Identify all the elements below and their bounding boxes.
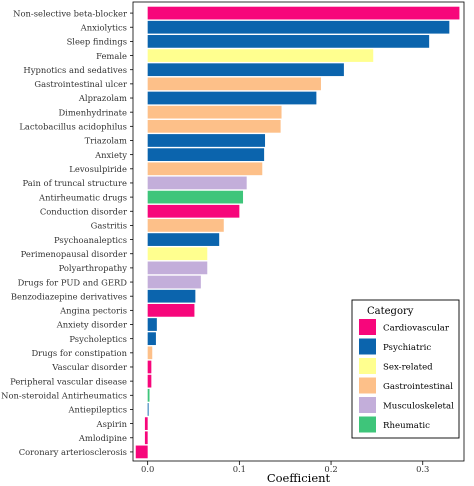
y-tick-label: Hypnotics and sedatives — [23, 65, 127, 75]
bar — [135, 445, 148, 459]
bar — [147, 332, 156, 346]
legend-swatch — [359, 416, 376, 433]
legend-label: Gastrointestinal — [383, 382, 453, 392]
legend-entries: Cardiovascular Psychiatric Sex-related Gast… — [359, 319, 454, 433]
y-tick-label: Psycholeptics — [69, 334, 127, 344]
y-tick-label: Benzodiazepine derivatives — [11, 291, 127, 301]
bar — [144, 417, 148, 430]
bar — [147, 388, 150, 402]
bar — [147, 20, 450, 34]
plot-frame — [132, 1, 465, 462]
bar — [147, 360, 152, 374]
bar — [147, 247, 208, 261]
y-tick-label: Drugs for PUD and GERD — [18, 277, 128, 287]
bar — [147, 403, 149, 416]
bar — [147, 233, 220, 246]
y-tick-label: Anxiolytics — [80, 22, 127, 32]
bar — [147, 6, 460, 20]
y-tick-label: Anxiety disorder — [56, 320, 127, 330]
x-tick-label: 0.0 — [141, 464, 154, 474]
y-tick-label: Vascular disorder — [51, 362, 127, 372]
y-tick-label: Lactobacillus acidophilus — [19, 122, 127, 132]
bar — [147, 63, 344, 77]
y-tick-label: Female — [96, 51, 127, 61]
y-tick-label: Anxiety — [94, 150, 127, 160]
x-tick-label: 0.2 — [324, 464, 337, 474]
x-tick-label: 0.1 — [233, 464, 246, 474]
y-tick-label: Non-steroidal Antirheumatics — [1, 391, 127, 401]
y-tick-label: Coronary arteriosclerosis — [19, 447, 127, 457]
bar — [147, 119, 281, 133]
legend-label: Cardiovascular — [383, 324, 450, 334]
bar — [147, 91, 317, 105]
bar — [147, 261, 208, 275]
y-tick-label: Levosulpiride — [69, 164, 127, 174]
bar — [147, 318, 157, 331]
bar — [147, 303, 195, 317]
bar — [147, 35, 430, 48]
y-tick-label: Polyarthropathy — [59, 263, 128, 273]
y-tick-label: Alprazolam — [78, 93, 127, 103]
legend: Category Cardiovascular Psychiatric Sex-re… — [351, 299, 460, 439]
bar — [147, 346, 153, 360]
x-axis: 0.0 0.1 0.2 0.3 — [141, 461, 429, 474]
bars-layer — [135, 6, 460, 459]
bar — [147, 275, 201, 289]
bar — [147, 289, 196, 303]
y-tick-label: Sleep findings — [67, 37, 127, 47]
bar — [147, 204, 240, 218]
bar — [147, 105, 282, 119]
x-tick-label: 0.3 — [416, 464, 429, 474]
bar — [147, 134, 266, 147]
legend-swatch — [359, 377, 376, 394]
bar — [147, 49, 374, 62]
y-tick-label: Dimenhydrinate — [58, 107, 127, 117]
bar — [147, 162, 263, 176]
x-axis-title: Coefficient — [267, 471, 331, 485]
bar — [147, 176, 247, 190]
legend-label: Psychiatric — [383, 343, 431, 353]
y-tick-label: Peripheral vascular disease — [10, 376, 127, 386]
legend-label: Rheumatic — [383, 421, 430, 431]
y-tick-label: Amlodipine — [78, 433, 127, 443]
bar — [147, 77, 321, 91]
y-tick-label: Antirheumatic drugs — [38, 192, 127, 202]
y-tick-label: Aspirin — [96, 419, 128, 429]
legend-swatch — [359, 358, 376, 374]
bar — [144, 431, 148, 445]
y-tick-label: Psychoanaleptics — [54, 235, 127, 245]
bar — [147, 148, 265, 162]
legend-swatch — [359, 397, 376, 413]
legend-label: Musculoskeletal — [383, 402, 454, 412]
bar — [147, 374, 152, 388]
legend-swatch — [359, 319, 376, 335]
y-tick-label: Drugs for constipation — [31, 348, 127, 358]
bar — [147, 190, 244, 204]
y-tick-label: Pain of truncal structure — [23, 178, 127, 188]
y-tick-label: Antiepileptics — [67, 405, 127, 415]
y-tick-label: Gastritis — [91, 221, 127, 231]
legend-title: Category — [367, 306, 414, 317]
y-tick-label: Perimenopausal disorder — [21, 249, 127, 259]
y-tick-label: Gastrointestinal ulcer — [34, 79, 127, 89]
bar — [147, 219, 224, 232]
y-tick-label: Triazolam — [85, 136, 127, 146]
legend-label: Sex-related — [383, 363, 433, 373]
y-tick-label: Conduction disorder — [40, 206, 127, 216]
y-axis-labels: Non-selective beta-blocker Anxiolytics Sle… — [1, 8, 133, 457]
legend-swatch — [359, 338, 376, 355]
y-tick-label: Non-selective beta-blocker — [13, 8, 127, 18]
y-tick-label: Angina pectoris — [59, 306, 127, 316]
